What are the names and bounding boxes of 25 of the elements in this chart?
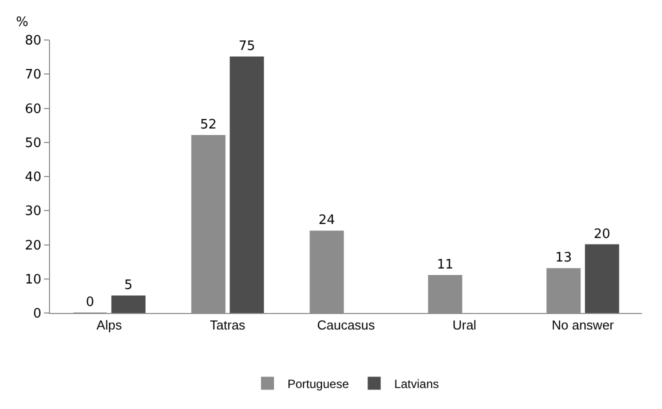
y-tick-label: 0 (33, 306, 42, 322)
y-tick-label: 70 (24, 68, 42, 83)
data-label: 75 (238, 39, 256, 54)
data-label: 11 (436, 257, 454, 272)
y-tick-label: 40 (24, 170, 42, 186)
legend-label: Portuguese (288, 376, 350, 391)
y-axis-title: % (16, 15, 28, 30)
y-tick-label: 60 (24, 102, 42, 117)
data-label: 24 (318, 213, 336, 228)
data-label: 20 (594, 226, 610, 242)
data-label: 0 (86, 295, 94, 310)
x-tick-label: Tatras (210, 318, 246, 333)
data-label: 5 (124, 278, 133, 293)
y-tick-label: 80 (24, 34, 42, 49)
y-tick-label: 10 (24, 272, 42, 288)
legend-label: Latvians (394, 376, 439, 391)
x-tick-label: Ural (452, 318, 476, 333)
y-tick-label: 20 (24, 238, 42, 254)
data-label: 13 (555, 250, 572, 266)
x-tick-label: No answer (552, 318, 615, 333)
x-tick-label: Caucasus (317, 318, 376, 333)
data-label: 52 (200, 118, 217, 133)
y-tick-label: 50 (24, 136, 42, 151)
x-tick-label: Alps (96, 318, 122, 333)
y-tick-label: 30 (24, 204, 42, 220)
